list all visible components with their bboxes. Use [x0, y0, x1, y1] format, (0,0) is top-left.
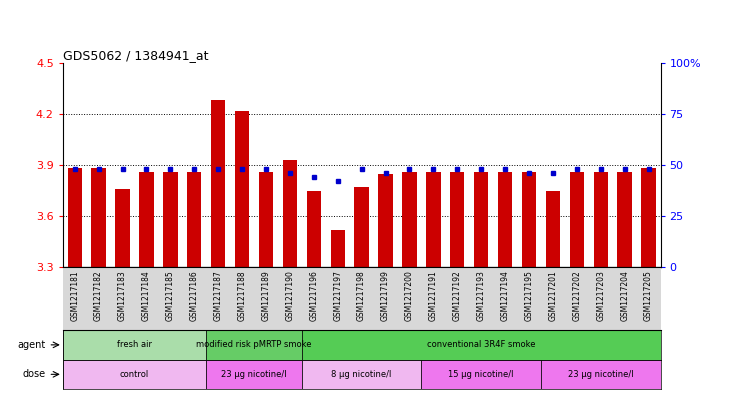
Text: GSM1217192: GSM1217192 [453, 270, 462, 321]
Text: dose: dose [23, 369, 46, 379]
Bar [354, 187, 369, 267]
Text: GSM1217202: GSM1217202 [573, 270, 582, 321]
Bar [641, 169, 656, 267]
Text: agent: agent [18, 340, 46, 350]
Bar [206, 330, 302, 360]
Bar [302, 360, 421, 389]
Bar [92, 169, 106, 267]
Bar [593, 172, 608, 267]
Bar [211, 100, 225, 267]
Text: 8 μg nicotine/l: 8 μg nicotine/l [331, 370, 392, 379]
Text: GSM1217185: GSM1217185 [166, 270, 175, 321]
Text: modified risk pMRTP smoke: modified risk pMRTP smoke [196, 340, 311, 349]
Text: GDS5062 / 1384941_at: GDS5062 / 1384941_at [63, 49, 208, 62]
Text: control: control [120, 370, 149, 379]
Bar [187, 172, 201, 267]
Bar [421, 360, 541, 389]
Bar [283, 160, 297, 267]
Text: GSM1217189: GSM1217189 [261, 270, 270, 321]
Bar [545, 191, 560, 267]
Bar [302, 330, 661, 360]
Bar [63, 330, 206, 360]
Text: fresh air: fresh air [117, 340, 152, 349]
Text: GSM1217191: GSM1217191 [429, 270, 438, 321]
Text: GSM1217195: GSM1217195 [525, 270, 534, 321]
Text: GSM1217182: GSM1217182 [94, 270, 103, 321]
Bar [450, 172, 464, 267]
Text: 15 μg nicotine/l: 15 μg nicotine/l [449, 370, 514, 379]
Text: 23 μg nicotine/l: 23 μg nicotine/l [221, 370, 287, 379]
Bar [115, 189, 130, 267]
Bar [67, 169, 82, 267]
Text: GSM1217196: GSM1217196 [309, 270, 318, 321]
Bar [331, 230, 345, 267]
Text: GSM1217203: GSM1217203 [596, 270, 605, 321]
Text: GSM1217197: GSM1217197 [334, 270, 342, 321]
Text: GSM1217183: GSM1217183 [118, 270, 127, 321]
Text: GSM1217190: GSM1217190 [286, 270, 294, 321]
Bar [235, 110, 249, 267]
Text: GSM1217201: GSM1217201 [548, 270, 557, 321]
Bar [306, 191, 321, 267]
Bar [474, 172, 489, 267]
Bar [618, 172, 632, 267]
Bar [259, 172, 273, 267]
Text: GSM1217194: GSM1217194 [500, 270, 509, 321]
Text: GSM1217200: GSM1217200 [405, 270, 414, 321]
Bar [570, 172, 584, 267]
Text: GSM1217181: GSM1217181 [70, 270, 79, 321]
Bar [139, 172, 154, 267]
Text: conventional 3R4F smoke: conventional 3R4F smoke [427, 340, 536, 349]
Bar [498, 172, 512, 267]
Text: GSM1217205: GSM1217205 [644, 270, 653, 321]
Bar [206, 360, 302, 389]
Text: GSM1217199: GSM1217199 [381, 270, 390, 321]
Text: GSM1217193: GSM1217193 [477, 270, 486, 321]
Bar [402, 172, 417, 267]
Text: GSM1217188: GSM1217188 [238, 270, 246, 321]
Text: 23 μg nicotine/l: 23 μg nicotine/l [568, 370, 633, 379]
Bar [426, 172, 441, 267]
Bar [379, 174, 393, 267]
Bar [541, 360, 661, 389]
Bar [522, 172, 537, 267]
Text: GSM1217186: GSM1217186 [190, 270, 199, 321]
Bar [163, 172, 178, 267]
Text: GSM1217187: GSM1217187 [214, 270, 223, 321]
Text: GSM1217184: GSM1217184 [142, 270, 151, 321]
Bar [63, 360, 206, 389]
Text: GSM1217198: GSM1217198 [357, 270, 366, 321]
Text: GSM1217204: GSM1217204 [620, 270, 629, 321]
